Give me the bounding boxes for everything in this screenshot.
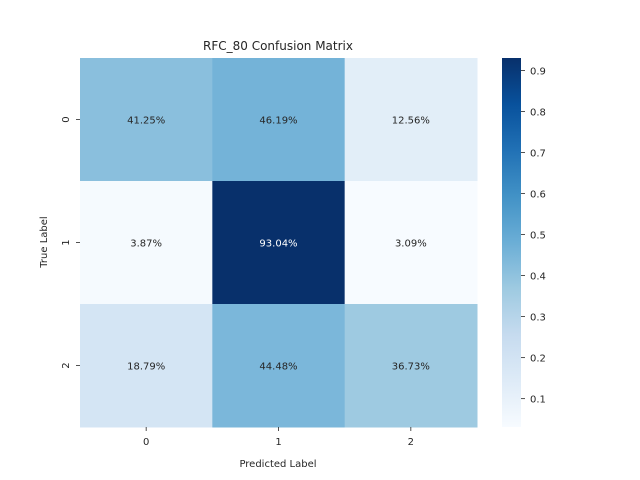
y-axis: 0 1 2 [61, 116, 80, 369]
chart-title: RFC_80 Confusion Matrix [203, 39, 353, 53]
cell-annotation-1-1: 93.04% [259, 239, 297, 250]
y-tick-label-1: 1 [61, 239, 72, 245]
colorbar-tick-label-8: 0.9 [530, 66, 546, 77]
x-tick-label-0: 0 [143, 437, 149, 448]
x-tick-label-2: 2 [408, 437, 414, 448]
heatmap-cell-0-0 [80, 58, 213, 182]
y-tick-label-0: 0 [61, 116, 72, 122]
colorbar-tick-label-6: 0.7 [530, 149, 546, 160]
cell-annotation-2-0: 18.79% [127, 362, 165, 373]
colorbar-tick-label-2: 0.3 [530, 313, 546, 324]
cell-annotation-1-0: 3.87% [130, 239, 162, 250]
colorbar-tick-label-7: 0.8 [530, 107, 546, 118]
cell-annotation-2-2: 36.73% [392, 362, 430, 373]
cell-annotation-0-2: 12.56% [392, 116, 430, 127]
heatmap-cell-2-1 [212, 304, 346, 428]
cell-annotation-0-0: 41.25% [127, 116, 165, 127]
x-axis: 0 1 2 [143, 427, 414, 448]
cell-annotation-1-2: 3.09% [395, 239, 427, 250]
heatmap-cell-0-1 [212, 58, 346, 182]
colorbar-tick-label-5: 0.6 [530, 190, 546, 201]
heatmap-cell-2-0 [80, 304, 213, 428]
heatmap-cell-2-2 [344, 304, 478, 428]
colorbar-tick-label-0: 0.1 [530, 395, 546, 406]
colorbar-tick-label-1: 0.2 [530, 354, 546, 365]
cell-annotation-2-1: 44.48% [259, 362, 297, 373]
heatmap-cell-1-2 [344, 181, 478, 305]
colorbar-tick-label-3: 0.4 [530, 272, 546, 283]
y-axis-label: True Label [39, 216, 50, 268]
heatmap-cell-1-0 [80, 181, 213, 305]
colorbar [502, 58, 521, 427]
heatmap-cells [80, 58, 478, 428]
heatmap-cell-1-1 [212, 181, 346, 305]
cell-annotation-0-1: 46.19% [259, 116, 297, 127]
heatmap-cell-0-2 [344, 58, 478, 182]
x-axis-label: Predicted Label [239, 459, 316, 470]
heatmap-annotations: 41.25% 46.19% 12.56% 3.87% 93.04% 3.09% 18.79%… [127, 116, 430, 373]
y-tick-label-2: 2 [61, 362, 72, 368]
x-tick-label-1: 1 [275, 437, 281, 448]
colorbar-tick-label-4: 0.5 [530, 231, 546, 242]
colorbar-ticks: 0.1 0.2 0.3 0.4 0.5 0.6 0.7 0.8 0.9 [521, 66, 546, 406]
